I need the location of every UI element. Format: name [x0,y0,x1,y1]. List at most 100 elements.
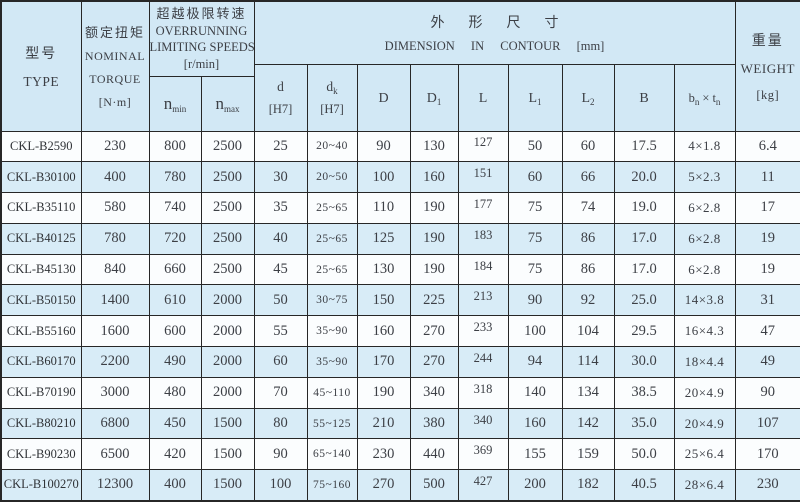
cell-nmin: 420 [148,438,202,471]
cell-nmax: 2500 [200,130,255,163]
cell-L: 369 [457,438,509,471]
cell-L1: 75 [507,192,563,224]
cell-L: 177 [457,192,509,224]
cell-D1: 160 [409,161,459,194]
cell-bt: 16×4.3 [673,315,736,348]
cell-D1: 380 [409,407,459,440]
header-speeds-en1: OVERRUNNING [155,23,248,38]
cell-torque: 3000 [80,376,150,409]
cell-dk: 55~125 [306,407,358,440]
cell-torque: 580 [80,192,150,224]
cell-L2: 86 [561,222,615,255]
header-dim-d: d [H7] [253,63,308,132]
header-nmin: nmin [148,75,202,132]
cell-bt: 18×4.4 [673,346,736,378]
header-speeds: 超越极限转速 OVERRUNNING LIMITING SPEEDS [r/mi… [148,0,255,77]
cell-torque: 400 [80,161,150,194]
cell-nmax: 1500 [200,469,255,502]
header-dim-dk: dk [H7] [306,63,358,132]
cell-D: 230 [356,438,411,471]
cell-bt: 25×6.4 [673,438,736,471]
header-type-en: TYPE [23,73,60,89]
cell-weight: 230 [734,469,800,502]
header-torque-unit: [N·m] [98,95,132,110]
cell-L2: 142 [561,407,615,440]
cell-B: 19.0 [613,192,675,224]
header-dim-L: L [457,63,509,132]
cell-D1: 440 [409,438,459,471]
cell-type: CKL-B60170 [0,346,82,378]
cell-L: 183 [457,222,509,255]
table-row: CKL-B30100 400 780 2500 30 20~50 100 160… [0,161,800,194]
cell-L1: 160 [507,407,563,440]
cell-nmax: 2500 [200,253,255,286]
cell-D1: 130 [409,130,459,163]
cell-L: 244 [457,346,509,378]
cell-D: 90 [356,130,411,163]
cell-weight: 19 [734,253,800,286]
cell-dk: 25~65 [306,192,358,224]
cell-bt: 20×4.9 [673,407,736,440]
cell-weight: 170 [734,438,800,471]
cell-type: CKL-B70190 [0,376,82,409]
cell-L2: 66 [561,161,615,194]
header-speeds-en2: LIMITING SPEEDS [149,40,254,55]
cell-L: 184 [457,253,509,286]
cell-B: 40.5 [613,469,675,502]
cell-dk: 20~40 [306,130,358,163]
cell-D: 110 [356,192,411,224]
header-speeds-unit: [r/min] [183,56,220,71]
cell-B: 20.0 [613,161,675,194]
cell-dk: 75~160 [306,469,358,502]
cell-type: CKL-B50150 [0,284,82,317]
cell-B: 35.0 [613,407,675,440]
cell-bt: 5×2.3 [673,161,736,194]
cell-D1: 190 [409,192,459,224]
cell-L: 151 [457,161,509,194]
cell-B: 25.0 [613,284,675,317]
cell-L1: 75 [507,222,563,255]
cell-d: 30 [253,161,308,194]
cell-type: CKL-B100270 [0,469,82,502]
cell-L1: 94 [507,346,563,378]
header-torque-en1: NOMINAL [84,49,146,64]
header-weight-zh: 重量 [751,33,784,49]
cell-L1: 75 [507,253,563,286]
cell-L1: 100 [507,315,563,348]
cell-torque: 1600 [80,315,150,348]
cell-nmin: 490 [148,346,202,378]
cell-torque: 780 [80,222,150,255]
cell-L2: 114 [561,346,615,378]
cell-D: 125 [356,222,411,255]
cell-nmin: 610 [148,284,202,317]
header-dimension-unit: [mm] [576,38,605,53]
cell-D1: 225 [409,284,459,317]
header-torque: 额定扭矩 NOMINAL TORQUE [N·m] [80,0,150,132]
cell-nmin: 740 [148,192,202,224]
cell-D1: 190 [409,222,459,255]
cell-bt: 14×3.8 [673,284,736,317]
cell-dk: 35~90 [306,346,358,378]
cell-nmin: 400 [148,469,202,502]
cell-weight: 90 [734,376,800,409]
table-row: CKL-B2590 230 800 2500 25 20~40 90 130 1… [0,130,800,163]
cell-weight: 47 [734,315,800,348]
cell-D: 170 [356,346,411,378]
cell-type: CKL-B80210 [0,407,82,440]
table-row: CKL-B50150 1400 610 2000 50 30~75 150 22… [0,284,800,317]
cell-d: 100 [253,469,308,502]
cell-weight: 31 [734,284,800,317]
cell-nmax: 2000 [200,315,255,348]
cell-L: 427 [457,469,509,502]
cell-nmax: 1500 [200,407,255,440]
cell-L1: 90 [507,284,563,317]
cell-D: 210 [356,407,411,440]
cell-L: 213 [457,284,509,317]
cell-D1: 340 [409,376,459,409]
header-weight: 重量 WEIGHT [kg] [734,0,800,132]
cell-dk: 25~65 [306,222,358,255]
cell-L2: 74 [561,192,615,224]
cell-B: 38.5 [613,376,675,409]
cell-L2: 159 [561,438,615,471]
